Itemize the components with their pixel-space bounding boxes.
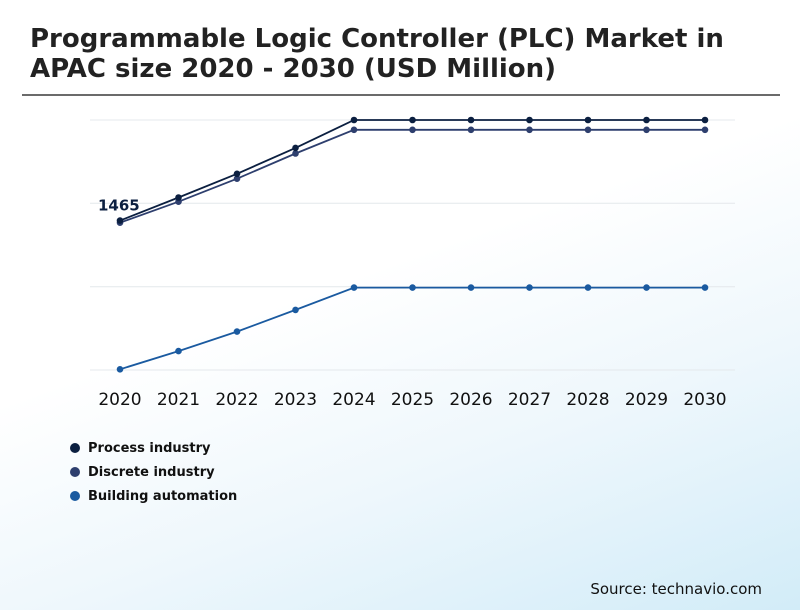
data-point-building-automation-2029 [643, 284, 650, 291]
data-point-discrete-industry-2026 [467, 126, 475, 134]
legend-item-discrete-industry: Discrete industry [70, 460, 237, 484]
data-point-process-industry-2029 [643, 116, 650, 124]
data-label-0: 1465 [98, 197, 140, 215]
data-point-process-industry-2023 [292, 144, 299, 152]
legend-label-process-industry: Process industry [88, 440, 211, 456]
legend-item-process-industry: Process industry [70, 436, 237, 460]
x-tick-label-2029: 2029 [625, 390, 668, 410]
data-point-process-industry-2021 [175, 194, 182, 201]
x-tick-label-2023: 2023 [274, 390, 317, 410]
data-point-process-industry-2028 [584, 116, 592, 124]
chart-title: Programmable Logic Controller (PLC) Mark… [30, 24, 724, 84]
x-tick-label-2028: 2028 [566, 390, 609, 410]
data-point-building-automation-2023 [292, 306, 299, 314]
x-tick-label-2024: 2024 [332, 390, 375, 410]
legend-item-building-automation: Building automation [70, 484, 237, 508]
data-point-discrete-industry-2027 [526, 126, 533, 134]
x-tick-label-2030: 2030 [683, 390, 726, 410]
data-point-discrete-industry-2025 [409, 126, 416, 134]
x-tick-label-2022: 2022 [215, 390, 258, 410]
series-line-building-automation [119, 286, 705, 371]
data-point-building-automation-2021 [175, 347, 182, 355]
chart-legend: Process industry Discrete industry Build… [70, 436, 237, 508]
data-point-discrete-industry-2030 [701, 126, 709, 134]
x-tick-label-2021: 2021 [157, 390, 200, 410]
data-point-process-industry-2025 [409, 116, 416, 124]
data-point-building-automation-2030 [701, 284, 709, 291]
legend-marker-process-industry [70, 443, 80, 453]
line-chart: 2020 2021 2022 2023 2024 2025 2026 2027 2028 2029… [90, 116, 735, 410]
data-point-process-industry-2022 [233, 170, 241, 178]
data-point-process-industry-2027 [526, 116, 533, 124]
data-point-building-automation-2024 [350, 284, 358, 291]
data-point-building-automation-2028 [584, 284, 592, 291]
x-tick-label-2026: 2026 [449, 390, 492, 410]
x-tick-label-2025: 2025 [391, 390, 434, 410]
data-point-building-automation-2025 [409, 284, 416, 291]
x-tick-label-2020: 2020 [98, 390, 141, 410]
data-point-discrete-industry-2028 [584, 126, 592, 134]
x-tick-label-2027: 2027 [508, 390, 551, 410]
data-point-discrete-industry-2022 [233, 175, 241, 182]
data-point-discrete-industry-2023 [292, 150, 299, 157]
data-point-process-industry-2020 [116, 217, 124, 224]
data-point-building-automation-2022 [233, 328, 241, 335]
title-divider [22, 94, 780, 96]
data-point-discrete-industry-2024 [350, 126, 358, 134]
series-line-discrete-industry [119, 128, 705, 224]
data-point-process-industry-2030 [701, 116, 709, 124]
legend-label-building-automation: Building automation [88, 488, 238, 504]
legend-marker-building-automation [70, 491, 80, 501]
data-point-building-automation-2027 [526, 284, 533, 291]
data-point-building-automation-2020 [116, 366, 124, 373]
legend-marker-discrete-industry [70, 467, 80, 477]
series-line-process-industry [119, 119, 705, 222]
data-point-building-automation-2026 [467, 284, 475, 291]
data-point-process-industry-2024 [350, 116, 358, 124]
data-point-discrete-industry-2029 [643, 126, 650, 134]
data-point-process-industry-2026 [467, 116, 475, 124]
source-note: Source: technavio.com [590, 580, 762, 598]
legend-label-discrete-industry: Discrete industry [88, 464, 215, 480]
